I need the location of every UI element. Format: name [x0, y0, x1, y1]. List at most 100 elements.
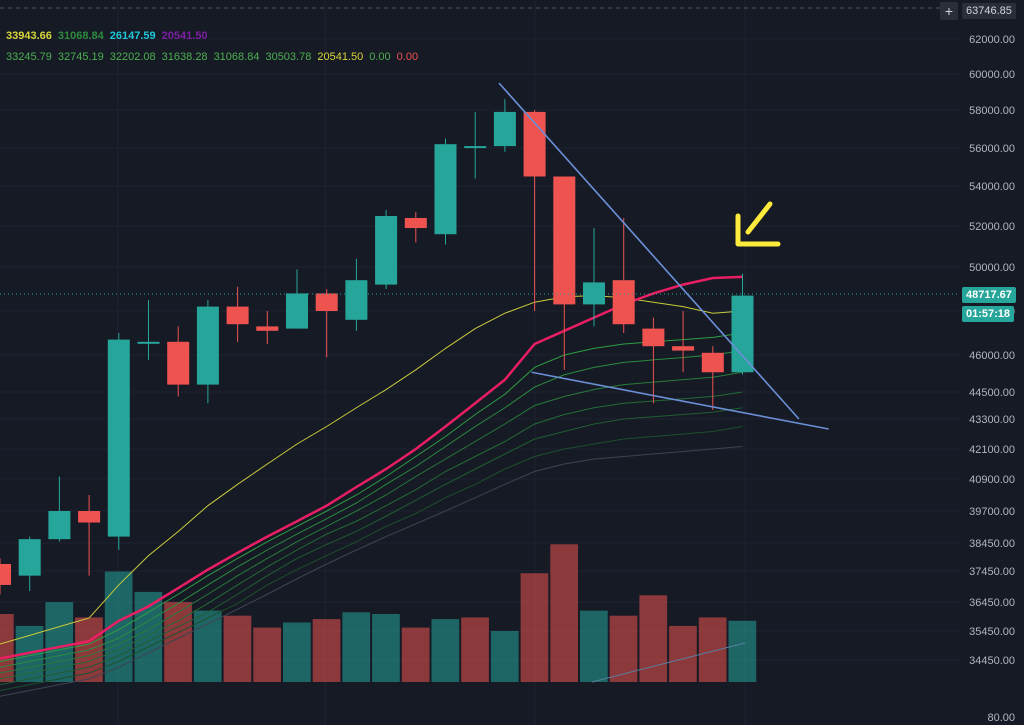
candle-body: [315, 293, 338, 311]
candle-body: [196, 306, 219, 385]
legend-value: 0.00: [369, 51, 391, 63]
price-axis-label: 34450.00: [969, 655, 1015, 667]
ma-ribbon: [0, 332, 743, 697]
candle-body: [434, 144, 457, 235]
volume-bar: [669, 625, 697, 682]
trendline[interactable]: [531, 371, 829, 430]
candle-countdown-tag: 01:57:18: [962, 306, 1015, 322]
price-axis-label: 40900.00: [969, 474, 1015, 486]
candle-body: [701, 352, 724, 373]
volume-bar: [609, 615, 638, 682]
price-axis-label: 36450.00: [969, 597, 1015, 609]
legend-value: 20541.50: [161, 30, 208, 42]
last-price-tag: 48717.67: [962, 287, 1016, 303]
price-axis-label: 54000.00: [969, 181, 1015, 193]
volume-bar: [520, 573, 549, 682]
legend-value: 33245.79: [6, 51, 52, 63]
candle-body: [256, 326, 279, 331]
volume-bar: [164, 602, 192, 682]
volume-bar: [372, 614, 400, 682]
volume-bar: [312, 619, 341, 682]
trendline[interactable]: [498, 82, 800, 420]
price-axis-label: 60000.00: [969, 69, 1015, 81]
candle-body: [523, 111, 546, 177]
price-axis-label: 44500.00: [969, 387, 1015, 399]
volume-bars: [0, 544, 757, 683]
candle-body: [48, 511, 71, 540]
candle-body: [731, 295, 754, 373]
add-indicator-button[interactable]: +: [940, 2, 958, 20]
crosshair-price-tag: 63746.85: [962, 3, 1016, 19]
candle-body: [107, 339, 130, 537]
price-axis-label: 43300.00: [969, 414, 1015, 426]
volume-bar: [490, 631, 519, 682]
ma-ribbon-line: [0, 350, 743, 668]
volume-bar: [253, 627, 281, 682]
price-axis-label: 56000.00: [969, 143, 1015, 155]
volume-bar: [283, 622, 311, 682]
legend-value: 33943.66: [6, 30, 52, 42]
candlesticks: [0, 99, 754, 595]
volume-bar: [698, 617, 727, 682]
candle-body: [0, 564, 11, 585]
price-axis-label: 58000.00: [969, 105, 1015, 117]
price-axis-label: 50000.00: [969, 262, 1015, 274]
legend-value: 20541.50: [317, 51, 364, 63]
price-axis-label: 37450.00: [969, 566, 1015, 578]
legend-value: 0.00: [396, 51, 419, 63]
ma-ribbon-line: [0, 371, 743, 674]
indicator-axis-label: 80.00: [987, 712, 1015, 724]
candle-body: [137, 341, 160, 344]
price-axis-label: 42100.00: [969, 444, 1015, 456]
volume-bar: [193, 610, 222, 682]
candle-body: [612, 280, 635, 325]
ma-ribbon-line: [0, 407, 743, 686]
price-axis-label: 52000.00: [969, 221, 1015, 233]
candle-body: [226, 306, 249, 325]
ma-ribbon-line: [0, 391, 743, 680]
price-axis[interactable]: 62000.00 60000.00 58000.00 56000.00 54000.00…: [969, 34, 1015, 724]
candle-body: [18, 539, 41, 576]
volume-bar: [728, 620, 757, 682]
volume-bar: [45, 602, 74, 682]
legend-value: 31068.84: [213, 51, 260, 63]
candle-body: [553, 176, 576, 305]
candle-body: [375, 216, 398, 285]
legend-value: 32745.19: [57, 51, 104, 63]
volume-bar: [401, 627, 430, 682]
volume-bar: [431, 619, 460, 682]
candle-body: [583, 282, 605, 305]
ma-ribbon-line: [0, 446, 743, 697]
price-axis-label: 35450.00: [969, 626, 1015, 638]
price-axis-label: 62000.00: [969, 34, 1015, 46]
volume-bar: [580, 610, 608, 682]
volume-bar: [342, 612, 371, 682]
candle-body: [642, 328, 665, 347]
candle-body: [345, 280, 368, 320]
volume-bar: [550, 544, 578, 682]
candle-body: [464, 146, 487, 149]
arrow-stroke: [735, 201, 781, 247]
legend-value: 26147.59: [109, 30, 156, 42]
volume-bar: [639, 595, 668, 682]
annotation-arrow-icon: [735, 201, 781, 247]
indicator-legend-row1: 33943.66 31068.84 26147.59 20541.50: [6, 30, 214, 42]
candle-body: [78, 511, 101, 523]
price-axis-label: 38450.00: [969, 538, 1015, 550]
legend-value: 31638.28: [161, 51, 208, 63]
legend-value: 32202.08: [109, 51, 156, 63]
trendlines[interactable]: [498, 82, 829, 430]
candle-body: [167, 341, 190, 385]
indicator-legend-row2: 33245.79 32745.19 32202.08 31638.28 31068.84…: [6, 51, 424, 63]
legend-value: 31068.84: [57, 30, 104, 42]
candle-body: [493, 111, 516, 147]
candle-body: [286, 293, 308, 329]
candle-body: [672, 346, 695, 351]
price-axis-label: 46000.00: [969, 350, 1015, 362]
candle-body: [404, 218, 427, 229]
price-axis-label: 39700.00: [969, 506, 1015, 518]
volume-ma-line: [591, 642, 746, 683]
ma-ribbon-line: [0, 426, 743, 691]
volume-bar: [223, 615, 252, 682]
